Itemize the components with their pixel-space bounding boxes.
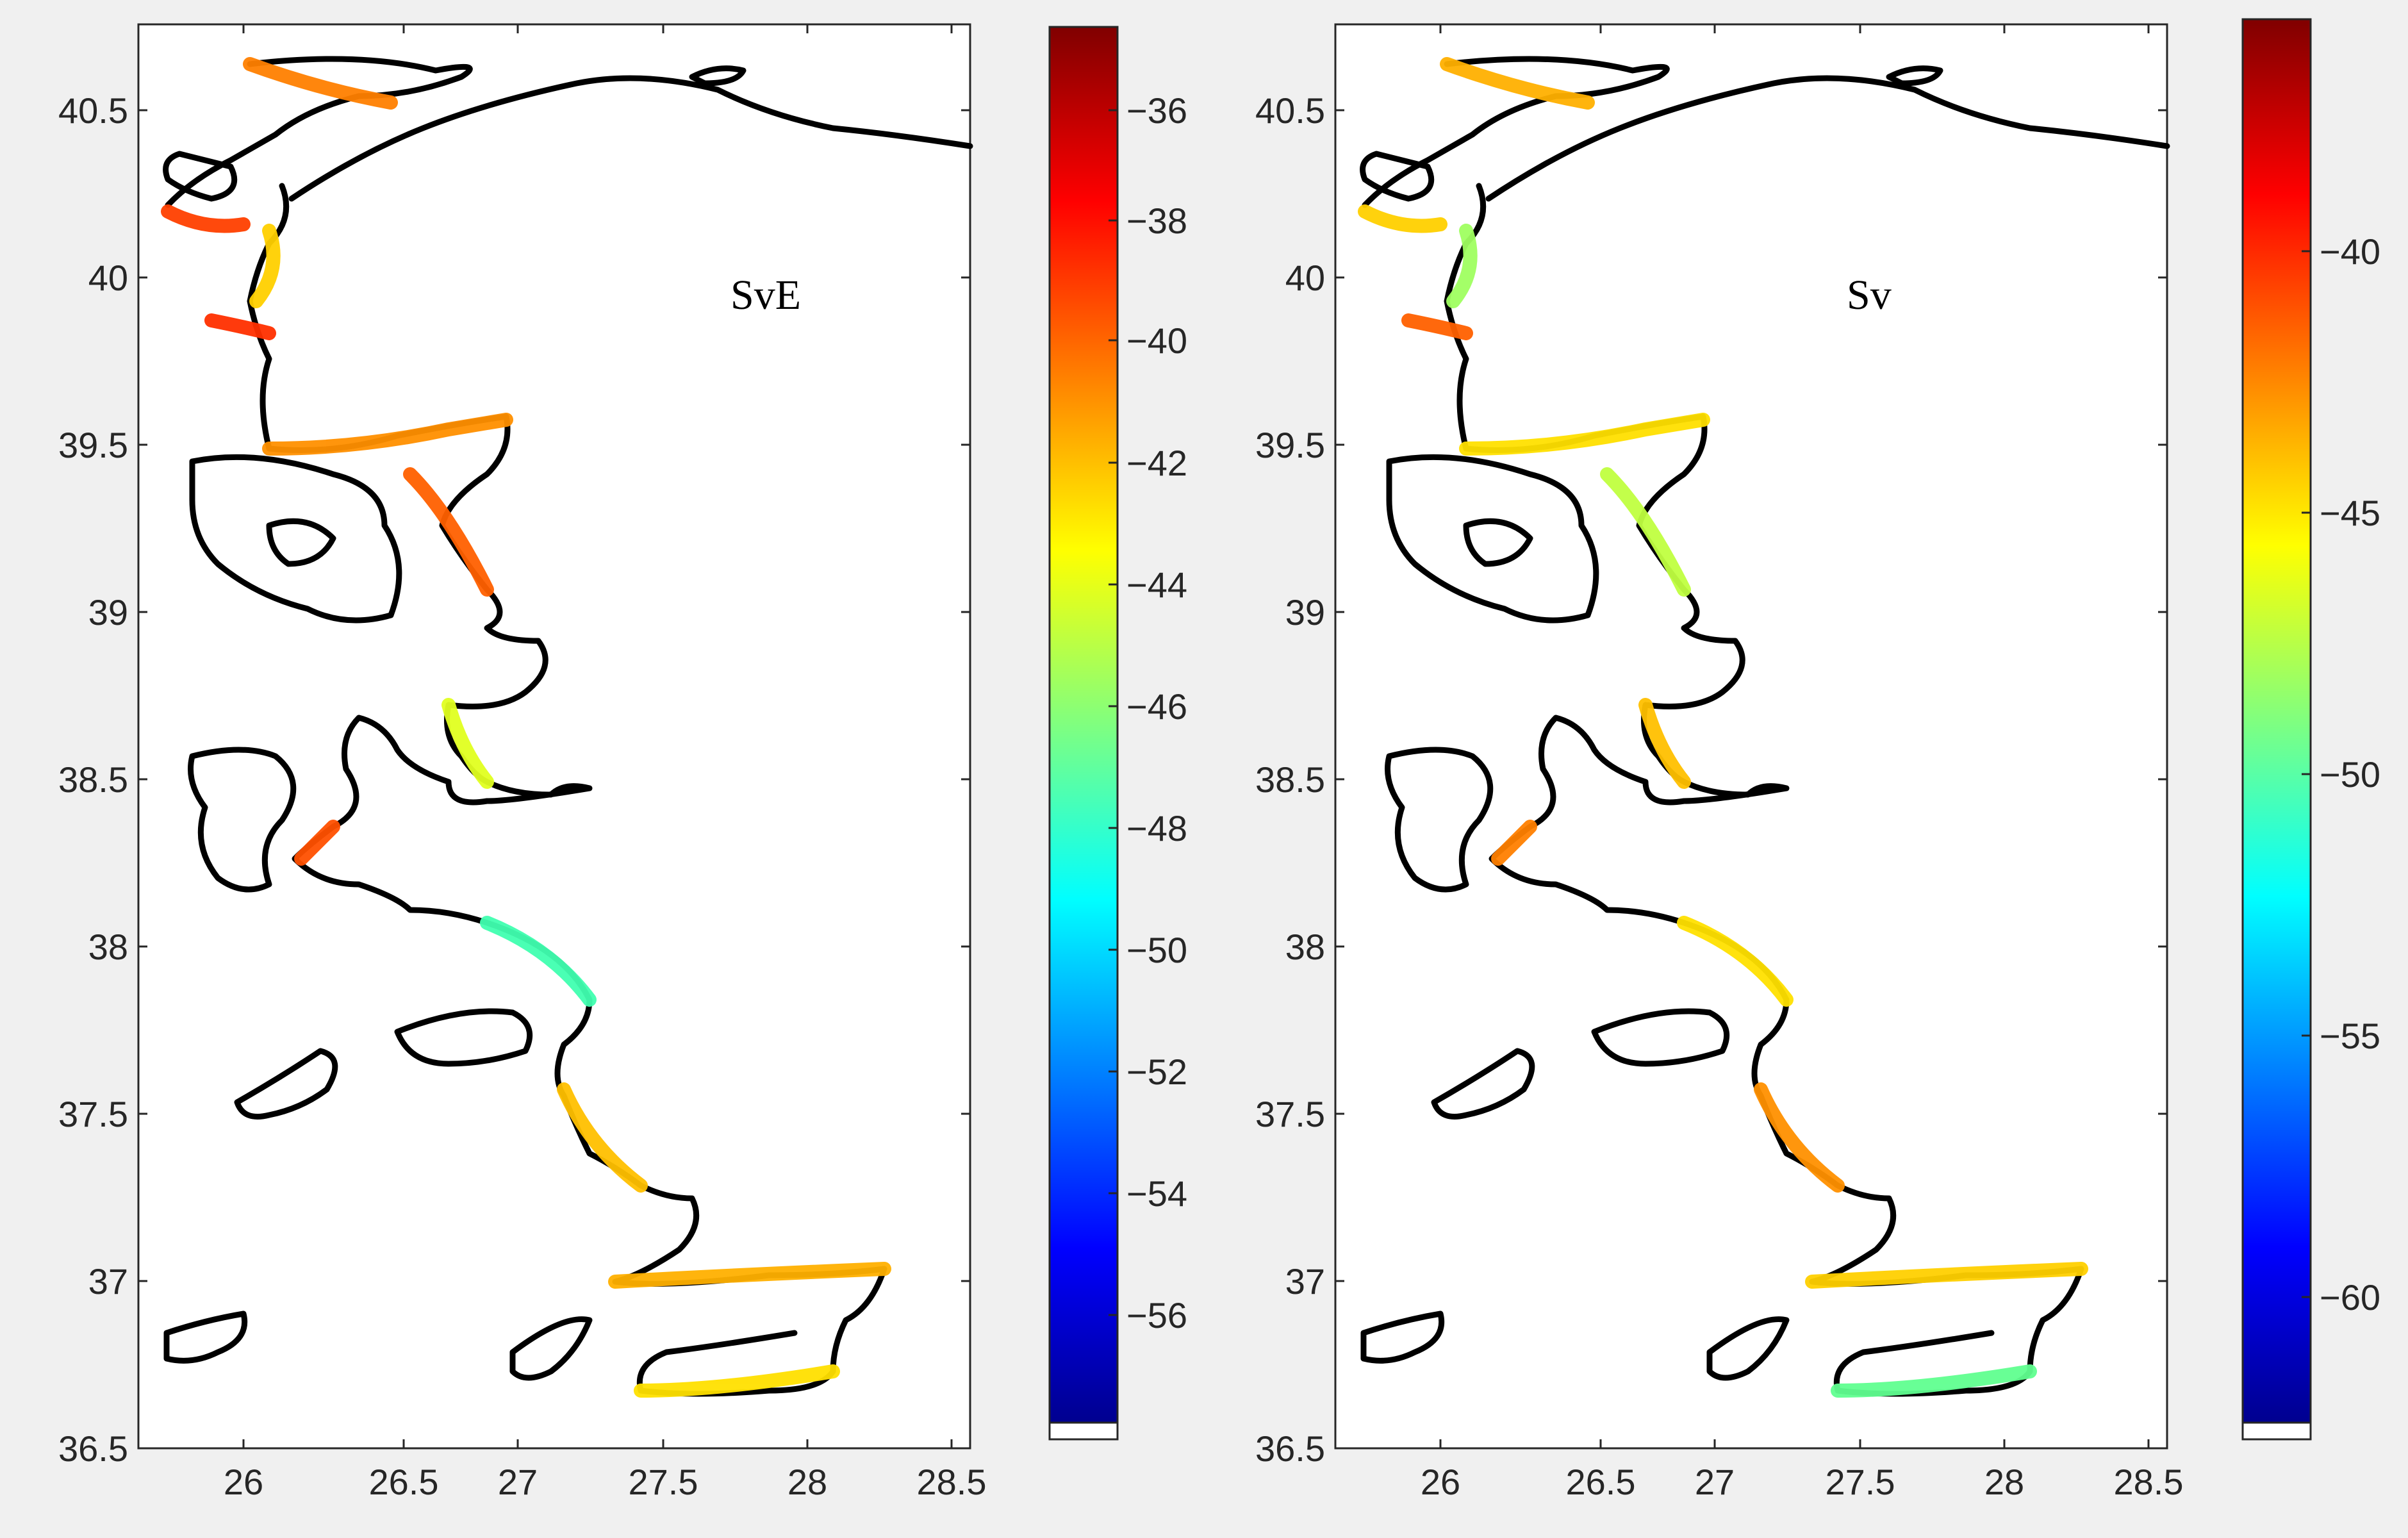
y-tick-labels: 36.5 37 37.5 38 38.5 39 39.5 40 40.5 bbox=[58, 90, 970, 1469]
y-tick-label: 36.5 bbox=[1255, 1428, 1325, 1469]
y-tick-label: 40 bbox=[1285, 258, 1325, 298]
y-tick-label: 40.5 bbox=[58, 90, 128, 131]
colorbar-under-swatch bbox=[1048, 1421, 1119, 1441]
colorbar-tick-label: −56 bbox=[1126, 1295, 1187, 1335]
colorbar-tick-label: −38 bbox=[1126, 201, 1187, 241]
colorbar-tick-label: −40 bbox=[2320, 231, 2380, 272]
x-tick-label: 27 bbox=[498, 1462, 538, 1502]
y-tick-label: 39 bbox=[88, 592, 128, 633]
y-tick-label: 37 bbox=[1285, 1261, 1325, 1302]
colorbar bbox=[1048, 26, 1119, 1424]
coastal-data-band bbox=[161, 57, 891, 1398]
panel-sv: Sv 36.5 37 37.5 38 38.5 39 39.5 40 40.5 26 26.5 27… bbox=[1255, 18, 2380, 1502]
y-tick-label: 40.5 bbox=[1255, 90, 1325, 131]
y-tick-label: 39 bbox=[1285, 592, 1325, 633]
x-tick-labels: 26 26.5 27 27.5 28 28.5 bbox=[1421, 24, 2184, 1502]
x-tick-label: 28.5 bbox=[2114, 1462, 2184, 1502]
y-tick-label: 39.5 bbox=[1255, 425, 1325, 465]
y-tick-label: 38.5 bbox=[1255, 759, 1325, 800]
y-tick-label: 39.5 bbox=[58, 425, 128, 465]
x-tick-label: 26.5 bbox=[1566, 1462, 1636, 1502]
panel-label: SvE bbox=[730, 272, 801, 318]
x-tick-label: 28 bbox=[1984, 1462, 2024, 1502]
x-tick-label: 27.5 bbox=[629, 1462, 698, 1502]
coastline bbox=[163, 56, 973, 1397]
colorbar-tick-label: −55 bbox=[2320, 1016, 2380, 1056]
y-tick-label: 38 bbox=[1285, 927, 1325, 967]
colorbar-tick-label: −42 bbox=[1126, 443, 1187, 483]
x-tick-labels: 26 26.5 27 27.5 28 28.5 bbox=[224, 24, 987, 1502]
map-axes bbox=[137, 23, 971, 1450]
map-axes bbox=[1334, 23, 2168, 1450]
colorbar-tick-label: −54 bbox=[1126, 1173, 1187, 1214]
colorbar-tick-label: −48 bbox=[1126, 808, 1187, 848]
colorbar-tick-label: −36 bbox=[1126, 90, 1187, 131]
colorbar-under-swatch bbox=[2241, 1421, 2312, 1441]
colorbar bbox=[2241, 18, 2312, 1424]
colorbar-tick-label: −44 bbox=[1126, 565, 1187, 605]
y-tick-label: 36.5 bbox=[58, 1428, 128, 1469]
x-tick-label: 26 bbox=[224, 1462, 263, 1502]
y-tick-label: 37 bbox=[88, 1261, 128, 1302]
x-tick-label: 26.5 bbox=[369, 1462, 439, 1502]
colorbar-tick-label: −60 bbox=[2320, 1277, 2380, 1318]
y-tick-label: 40 bbox=[88, 258, 128, 298]
colorbar-tick-labels: −36 −38 −40 −42 −44 −46 −48 −50 −52 −54 −56 bbox=[1048, 90, 1187, 1441]
x-tick-label: 27 bbox=[1695, 1462, 1735, 1502]
colorbar-tick-label: −50 bbox=[1126, 930, 1187, 970]
y-tick-labels: 36.5 37 37.5 38 38.5 39 39.5 40 40.5 bbox=[1255, 90, 2167, 1469]
colorbar-tick-label: −40 bbox=[1126, 320, 1187, 361]
colorbar-tick-label: −52 bbox=[1126, 1052, 1187, 1092]
coastal-data-band bbox=[1358, 57, 2088, 1398]
x-tick-label: 27.5 bbox=[1826, 1462, 1895, 1502]
y-tick-label: 37.5 bbox=[1255, 1094, 1325, 1134]
x-tick-label: 28 bbox=[788, 1462, 827, 1502]
panel-label: Sv bbox=[1847, 272, 1892, 318]
x-tick-label: 26 bbox=[1421, 1462, 1460, 1502]
colorbar-tick-label: −45 bbox=[2320, 493, 2380, 533]
y-tick-label: 38.5 bbox=[58, 759, 128, 800]
x-tick-label: 28.5 bbox=[917, 1462, 987, 1502]
colorbar-tick-label: −50 bbox=[2320, 754, 2380, 795]
y-tick-label: 37.5 bbox=[58, 1094, 128, 1134]
y-tick-label: 38 bbox=[88, 927, 128, 967]
colorbar-tick-label: −46 bbox=[1126, 686, 1187, 727]
colorbar-tick-labels: −40 −45 −50 −55 −60 bbox=[2241, 231, 2380, 1441]
